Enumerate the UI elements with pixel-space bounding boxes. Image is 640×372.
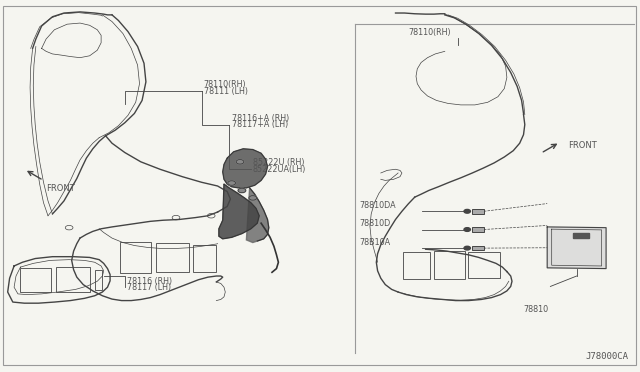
Bar [468, 252, 500, 278]
Text: 78111 (LH): 78111 (LH) [204, 87, 248, 96]
Text: 78110(RH): 78110(RH) [408, 28, 451, 37]
Bar [403, 252, 430, 279]
Bar [193, 245, 216, 272]
Text: 78117 (LH): 78117 (LH) [127, 283, 171, 292]
Circle shape [464, 246, 470, 250]
Text: J78000CA: J78000CA [586, 352, 628, 361]
Circle shape [228, 181, 236, 185]
Bar [20, 268, 51, 292]
Text: 78810: 78810 [524, 305, 548, 314]
Text: 78110(RH): 78110(RH) [204, 80, 246, 89]
Polygon shape [219, 184, 259, 239]
Text: 78B10A: 78B10A [360, 238, 391, 247]
Text: 78116+A (RH): 78116+A (RH) [232, 114, 289, 123]
Bar [434, 251, 465, 279]
Polygon shape [547, 227, 606, 269]
Bar [472, 209, 484, 214]
Text: 85222U (RH): 85222U (RH) [253, 158, 304, 167]
Text: FRONT: FRONT [46, 184, 75, 193]
Text: 78116 (RH): 78116 (RH) [127, 277, 172, 286]
Text: FRONT: FRONT [568, 141, 597, 150]
Circle shape [464, 209, 470, 213]
Circle shape [464, 228, 470, 231]
Text: 78810DA: 78810DA [360, 201, 396, 210]
Polygon shape [246, 188, 269, 243]
Circle shape [238, 188, 246, 193]
Text: 85222UA(LH): 85222UA(LH) [253, 165, 306, 174]
Bar [95, 270, 102, 290]
Bar [120, 242, 151, 273]
Bar [472, 246, 484, 250]
Bar [156, 243, 189, 272]
Text: 78117+A (LH): 78117+A (LH) [232, 121, 288, 129]
Polygon shape [573, 232, 589, 238]
Circle shape [249, 196, 257, 200]
Text: 78810D: 78810D [360, 219, 391, 228]
Bar [56, 267, 90, 292]
Circle shape [236, 160, 244, 164]
Polygon shape [223, 149, 268, 188]
Bar [472, 227, 484, 232]
